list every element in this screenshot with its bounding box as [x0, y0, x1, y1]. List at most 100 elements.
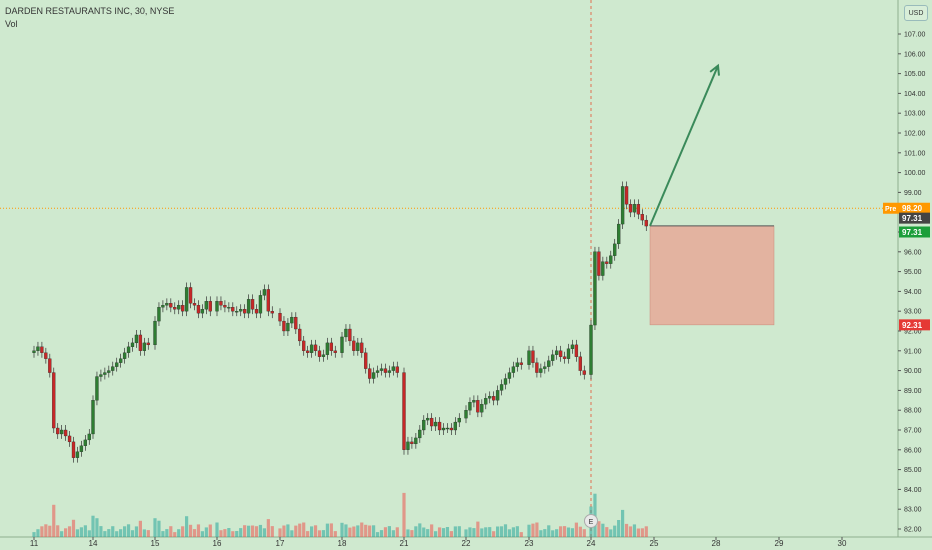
candle[interactable]	[138, 334, 143, 351]
candle[interactable]	[636, 204, 641, 215]
candle[interactable]	[36, 346, 40, 351]
candle[interactable]	[134, 334, 139, 344]
candle[interactable]	[278, 313, 282, 322]
candle[interactable]	[99, 374, 103, 377]
candle[interactable]	[527, 350, 531, 365]
candle[interactable]	[457, 417, 461, 423]
candle[interactable]	[449, 427, 454, 431]
candle[interactable]	[570, 344, 575, 349]
candle[interactable]	[266, 289, 271, 312]
candle[interactable]	[519, 362, 523, 365]
candle[interactable]	[60, 429, 64, 435]
candle[interactable]	[551, 354, 555, 361]
candle[interactable]	[146, 342, 150, 346]
candle[interactable]	[356, 342, 360, 351]
candle[interactable]	[40, 346, 44, 353]
candle[interactable]	[433, 421, 438, 427]
candle[interactable]	[91, 400, 95, 435]
candle[interactable]	[344, 328, 348, 338]
candle[interactable]	[309, 344, 314, 353]
candle[interactable]	[495, 390, 500, 401]
candle[interactable]	[227, 307, 231, 309]
candle[interactable]	[547, 360, 551, 367]
candle[interactable]	[515, 362, 519, 367]
candle[interactable]	[219, 301, 223, 306]
candle[interactable]	[352, 340, 356, 351]
candle[interactable]	[476, 400, 480, 413]
candle[interactable]	[617, 223, 621, 245]
candle[interactable]	[593, 251, 597, 326]
candle[interactable]	[79, 445, 84, 452]
stop-loss-box[interactable]	[649, 225, 775, 326]
candle[interactable]	[582, 370, 586, 375]
candle[interactable]	[644, 219, 648, 227]
candle[interactable]	[188, 287, 193, 304]
candle[interactable]	[410, 441, 414, 445]
candle[interactable]	[231, 307, 235, 312]
candle[interactable]	[111, 366, 115, 371]
candle[interactable]	[360, 342, 364, 353]
candle[interactable]	[250, 299, 255, 310]
candle[interactable]	[453, 421, 458, 431]
candle[interactable]	[414, 437, 418, 445]
candle[interactable]	[115, 362, 119, 367]
candle[interactable]	[383, 368, 388, 373]
candle[interactable]	[488, 396, 492, 399]
candle[interactable]	[235, 311, 239, 313]
candle[interactable]	[44, 352, 48, 359]
candle[interactable]	[555, 350, 559, 355]
candle[interactable]	[200, 309, 205, 314]
candle[interactable]	[375, 370, 380, 373]
candle[interactable]	[63, 429, 68, 437]
candle[interactable]	[239, 309, 243, 312]
candle[interactable]	[119, 358, 123, 363]
candle[interactable]	[391, 366, 396, 371]
candle[interactable]	[445, 427, 450, 430]
candle[interactable]	[177, 305, 181, 310]
candle[interactable]	[290, 316, 294, 324]
candle[interactable]	[628, 204, 633, 213]
candle[interactable]	[364, 352, 368, 369]
candle[interactable]	[484, 398, 488, 405]
candle[interactable]	[262, 289, 267, 296]
candle[interactable]	[329, 342, 334, 351]
candle[interactable]	[422, 419, 426, 431]
candle[interactable]	[558, 350, 563, 357]
candle[interactable]	[103, 372, 107, 375]
candle[interactable]	[130, 342, 135, 347]
candle[interactable]	[204, 301, 209, 310]
candle[interactable]	[161, 305, 165, 308]
candle[interactable]	[620, 186, 625, 225]
candle[interactable]	[566, 348, 571, 359]
candle[interactable]	[531, 350, 535, 363]
candle[interactable]	[122, 352, 127, 359]
candle[interactable]	[371, 372, 376, 379]
symbol-title[interactable]: DARDEN RESTAURANTS INC, 30, NYSE	[5, 6, 175, 16]
candle[interactable]	[367, 368, 372, 379]
candle[interactable]	[317, 350, 322, 357]
candle[interactable]	[379, 368, 384, 371]
candle[interactable]	[294, 316, 298, 330]
candle[interactable]	[426, 417, 430, 421]
candle[interactable]	[340, 336, 344, 353]
candle[interactable]	[632, 204, 637, 213]
candle[interactable]	[535, 362, 539, 373]
candle[interactable]	[589, 324, 593, 375]
candle[interactable]	[52, 372, 56, 429]
candle[interactable]	[511, 366, 516, 373]
candle[interactable]	[503, 378, 508, 385]
candle[interactable]	[321, 354, 326, 357]
candle[interactable]	[95, 376, 99, 401]
candle[interactable]	[142, 342, 147, 351]
candle[interactable]	[48, 358, 52, 373]
candle[interactable]	[305, 350, 310, 353]
candle[interactable]	[184, 287, 189, 312]
candle[interactable]	[258, 295, 263, 314]
candle[interactable]	[562, 356, 567, 359]
candle[interactable]	[395, 366, 399, 373]
candle[interactable]	[613, 243, 617, 256]
candle[interactable]	[67, 435, 72, 443]
candle[interactable]	[499, 384, 504, 391]
candle[interactable]	[313, 344, 318, 351]
